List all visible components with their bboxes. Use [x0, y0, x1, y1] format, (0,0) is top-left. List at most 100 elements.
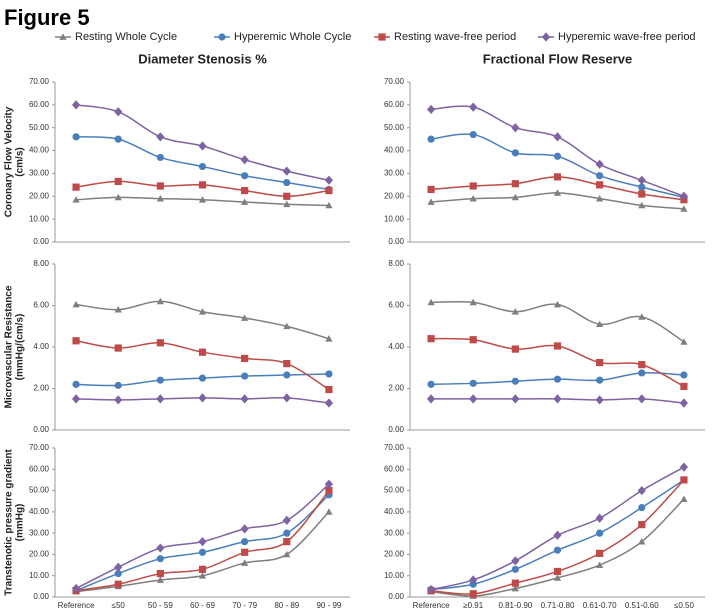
legend-label: Hyperemic Whole Cycle [234, 31, 351, 43]
data-point [114, 135, 122, 143]
data-point [638, 183, 646, 191]
data-point [596, 194, 604, 202]
panel-title: Diameter Stenosis % [138, 51, 267, 66]
data-point [72, 133, 80, 141]
y-axis-label: Microvascular Resistance [4, 285, 15, 408]
y-tick-label: 20.00 [29, 550, 50, 559]
y-axis-label: (cm/s) [15, 147, 26, 176]
data-point [325, 486, 333, 495]
y-tick-label: 0.00 [33, 237, 49, 246]
data-point [282, 393, 291, 403]
data-point [240, 524, 249, 534]
data-point [638, 504, 646, 512]
data-point [553, 189, 562, 196]
y-tick-label: 0.00 [33, 425, 49, 434]
y-tick-label: 4.00 [33, 342, 49, 351]
data-point [596, 561, 604, 568]
y-tick-label: 30.00 [384, 528, 405, 537]
data-point [114, 107, 123, 117]
data-point [679, 398, 689, 408]
data-point [241, 186, 249, 195]
data-point [325, 201, 333, 209]
data-point [156, 569, 164, 578]
y-tick-label: 60.00 [384, 100, 405, 109]
data-point [426, 394, 436, 404]
data-point [637, 485, 646, 496]
data-point [241, 354, 249, 363]
data-point [283, 192, 291, 200]
data-point [553, 132, 562, 142]
data-point [156, 576, 164, 583]
data-point [469, 590, 477, 598]
data-point [637, 394, 646, 404]
data-point [156, 376, 164, 384]
data-point [553, 342, 562, 350]
data-point [72, 380, 80, 388]
x-tick-label: Reference [413, 601, 450, 610]
y-tick-label: 0.00 [388, 425, 404, 434]
data-point [469, 102, 478, 112]
data-point [469, 336, 477, 344]
x-tick-label: 90 - 99 [316, 601, 341, 610]
data-point [511, 345, 519, 353]
y-tick-label: 40.00 [29, 507, 50, 516]
data-point [283, 371, 291, 379]
y-tick-label: 0.00 [33, 592, 49, 601]
data-point [72, 337, 80, 345]
data-point [114, 193, 122, 201]
x-tick-label: 50 - 59 [148, 601, 173, 610]
data-point [553, 567, 562, 576]
data-point [198, 548, 207, 556]
data-point [156, 394, 165, 404]
x-tick-label: 0.81-0.90 [498, 601, 532, 610]
data-point [72, 196, 80, 203]
y-tick-label: 6.00 [33, 301, 49, 310]
data-point [553, 173, 562, 181]
data-point [596, 320, 604, 328]
data-point [241, 314, 249, 321]
data-point [198, 374, 207, 382]
legend-marker [218, 33, 226, 41]
series-line [430, 133, 685, 199]
y-tick-label: 50.00 [384, 486, 405, 495]
data-point [241, 538, 249, 546]
data-point [426, 104, 436, 115]
x-tick-label: 80 - 89 [274, 601, 299, 610]
data-point [511, 149, 519, 157]
data-point [596, 529, 604, 537]
data-point [596, 549, 604, 557]
y-tick-label: 50.00 [29, 123, 50, 132]
data-point [156, 555, 164, 563]
data-point [283, 360, 291, 368]
data-point [156, 182, 164, 190]
y-tick-label: 20.00 [384, 191, 405, 200]
y-tick-label: 30.00 [29, 528, 50, 537]
x-tick-label: ≤0.50 [674, 601, 695, 610]
data-point [240, 394, 249, 404]
data-point [198, 196, 207, 203]
data-point [596, 172, 604, 180]
y-tick-label: 70.00 [384, 443, 405, 452]
y-tick-label: 30.00 [384, 169, 405, 178]
data-point [427, 335, 435, 343]
data-point [511, 377, 519, 385]
y-tick-label: 50.00 [384, 123, 405, 132]
data-point [324, 479, 334, 489]
data-point [71, 583, 81, 594]
data-point [283, 550, 291, 558]
series-line [431, 300, 685, 343]
data-point [680, 495, 688, 502]
y-tick-label: 10.00 [29, 214, 50, 223]
legend-marker [59, 33, 67, 40]
data-point [198, 141, 207, 151]
y-tick-label: 2.00 [33, 384, 49, 393]
data-point [325, 186, 333, 195]
data-point [71, 394, 81, 404]
data-point [114, 344, 122, 352]
data-point [680, 338, 688, 345]
panel-title: Fractional Flow Reserve [483, 51, 633, 66]
y-tick-label: 2.00 [388, 384, 404, 393]
y-tick-label: 70.00 [384, 77, 405, 86]
data-point [511, 565, 519, 573]
